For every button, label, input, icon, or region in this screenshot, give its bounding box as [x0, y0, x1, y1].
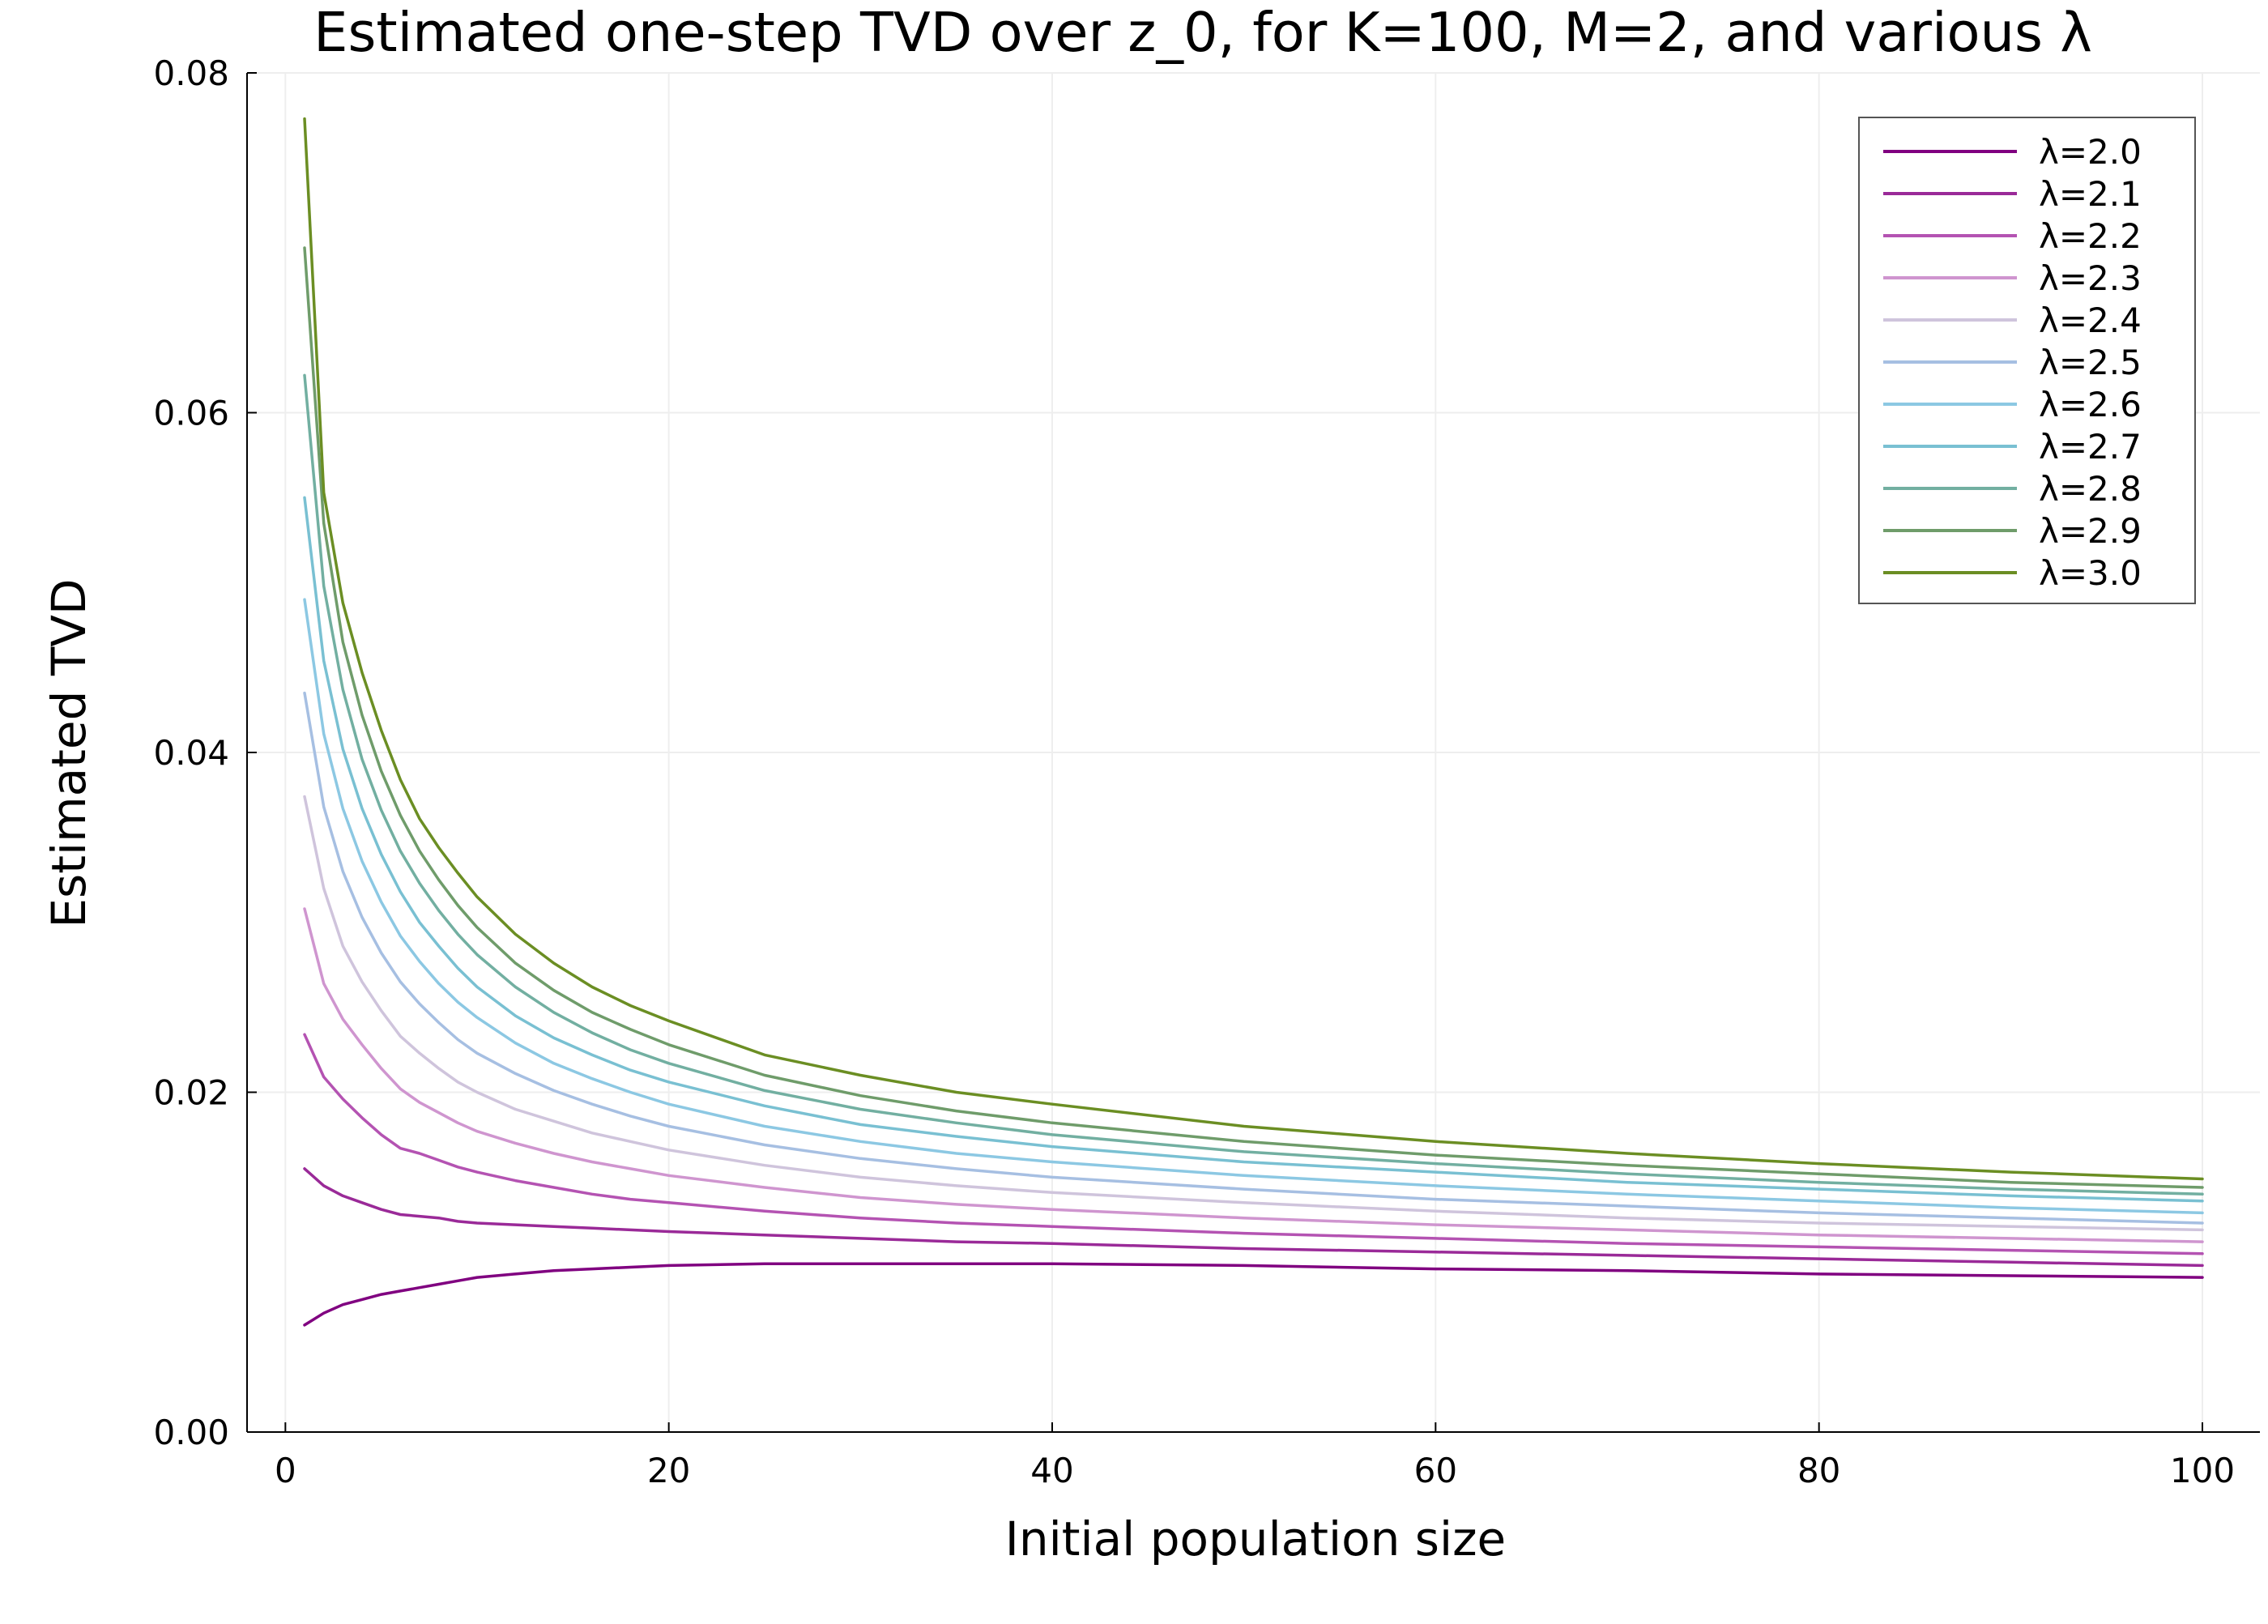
series-line-5: [303, 795, 2204, 1232]
x-tick-label: 20: [647, 1451, 690, 1490]
legend-label: λ=2.8: [2039, 469, 2142, 509]
series-line-3: [303, 1033, 2204, 1255]
y-tick-label: 0.04: [153, 733, 229, 773]
series-line-2: [303, 1167, 2204, 1268]
y-tick-label: 0.08: [153, 53, 229, 93]
legend-label: λ=2.3: [2039, 258, 2142, 298]
x-tick-label: 40: [1030, 1451, 1073, 1490]
x-tick-label: 0: [275, 1451, 296, 1490]
chart-title: Estimated one-step TVD over z_0, for K=1…: [313, 1, 2092, 64]
y-axis-label: Estimated TVD: [41, 578, 96, 927]
series-line-10: [303, 246, 2204, 1189]
x-tick-label: 100: [2170, 1451, 2235, 1490]
legend-label: λ=2.1: [2039, 174, 2142, 214]
tick-labels: 0 20 40 60 80 100 0.00 0.02 0.04 0.06 0.08: [153, 53, 2235, 1490]
y-tick-label: 0.02: [153, 1073, 229, 1113]
axes: [246, 72, 2260, 1433]
x-axis-label: Initial population size: [1005, 1511, 1506, 1566]
series-line-4: [303, 907, 2204, 1243]
legend-label: λ=2.7: [2039, 427, 2142, 467]
series-line-9: [303, 373, 2204, 1196]
legend-label: λ=2.5: [2039, 343, 2142, 382]
legend: λ=2.0λ=2.1λ=2.2λ=2.3λ=2.4λ=2.5λ=2.6λ=2.7…: [1858, 117, 2196, 604]
legend-label: λ=3.0: [2039, 553, 2142, 593]
y-tick-label: 0.06: [153, 394, 229, 433]
legend-label: λ=2.4: [2039, 301, 2142, 340]
x-tick-label: 60: [1414, 1451, 1457, 1490]
series-line-7: [303, 598, 2204, 1215]
y-tick-label: 0.00: [153, 1413, 229, 1452]
series-line-1: [303, 1262, 2204, 1327]
series-line-6: [303, 691, 2204, 1225]
series-line-11: [303, 117, 2204, 1181]
series-lines: [303, 117, 2204, 1327]
legend-label: λ=2.0: [2039, 132, 2142, 172]
x-tick-label: 80: [1797, 1451, 1840, 1490]
legend-label: λ=2.9: [2039, 511, 2142, 551]
legend-label: λ=2.2: [2039, 216, 2142, 256]
legend-label: λ=2.6: [2039, 385, 2142, 424]
series-line-8: [303, 496, 2204, 1203]
